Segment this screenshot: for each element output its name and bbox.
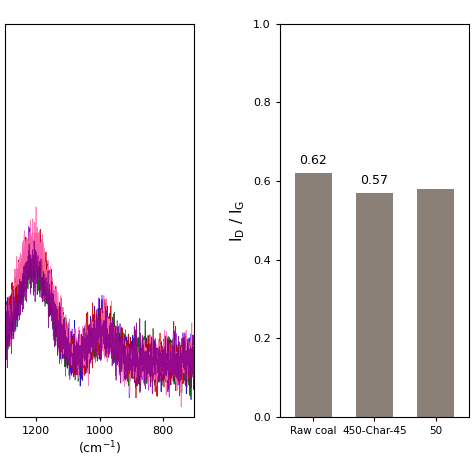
Text: 0.62: 0.62: [300, 155, 327, 167]
Text: 0.57: 0.57: [360, 174, 389, 187]
Y-axis label: $\mathrm{I_D}$ / $\mathrm{I_G}$: $\mathrm{I_D}$ / $\mathrm{I_G}$: [228, 199, 247, 242]
Bar: [295, 173, 332, 417]
Bar: [417, 189, 454, 417]
Bar: [356, 193, 393, 417]
X-axis label: (cm$^{-1}$): (cm$^{-1}$): [78, 439, 121, 456]
